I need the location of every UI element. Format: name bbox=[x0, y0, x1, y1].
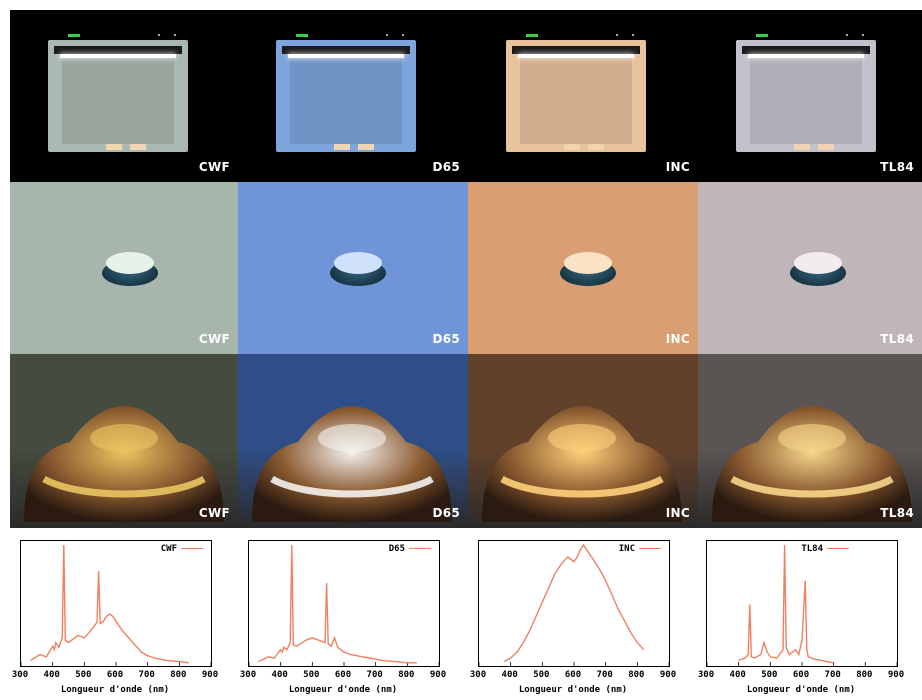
legend-label: D65 bbox=[388, 544, 405, 554]
sample-disc bbox=[560, 248, 616, 288]
illuminant-label: INC bbox=[665, 332, 690, 346]
disc-photo-tl84: TL84 bbox=[698, 182, 922, 354]
spectrum-plot bbox=[479, 543, 669, 666]
illuminant-label: INC bbox=[665, 160, 690, 174]
illuminant-label: TL84 bbox=[880, 160, 914, 174]
x-tick-label: 400 bbox=[43, 670, 60, 680]
illuminant-label: TL84 bbox=[880, 506, 914, 520]
booth-photo-d65: D65 bbox=[238, 10, 468, 182]
illuminant-label: TL84 bbox=[880, 332, 914, 346]
x-tick-label: 800 bbox=[628, 670, 645, 680]
x-tick-label: 600 bbox=[106, 670, 124, 680]
booth-photo-cwf: CWF bbox=[10, 10, 238, 182]
x-tick-label: 700 bbox=[366, 670, 383, 680]
x-axis-label: Longueur d'onde (nm) bbox=[746, 685, 856, 695]
x-axis-label: Longueur d'onde (nm) bbox=[518, 685, 628, 695]
legend-swatch bbox=[639, 548, 661, 549]
legend: D65 bbox=[389, 544, 431, 554]
disc-photo-inc: INC bbox=[468, 182, 698, 354]
spectrum-chart-cwf: CWF bbox=[20, 540, 212, 667]
legend: TL84 bbox=[801, 544, 849, 554]
sample-disc bbox=[102, 248, 158, 288]
x-tick-label: 300 bbox=[11, 670, 29, 680]
x-tick-label: 300 bbox=[239, 670, 257, 680]
spectrum-chart-inc: INC bbox=[478, 540, 670, 667]
x-tick-label: 500 bbox=[533, 670, 550, 680]
legend-label: INC bbox=[618, 544, 635, 554]
x-tick-label: 400 bbox=[501, 670, 518, 680]
x-tick-label: 800 bbox=[856, 670, 873, 680]
legend-label: TL84 bbox=[801, 544, 823, 554]
glossy-car-shape bbox=[482, 406, 682, 522]
x-tick-label: 900 bbox=[659, 670, 677, 680]
spectrum-line bbox=[503, 543, 645, 663]
spectrum-line bbox=[738, 544, 834, 664]
x-tick-label: 300 bbox=[697, 670, 715, 680]
x-tick-label: 900 bbox=[887, 670, 905, 680]
light-booth bbox=[48, 34, 188, 158]
illuminant-label: D65 bbox=[432, 160, 460, 174]
illuminant-label: CWF bbox=[198, 506, 230, 520]
legend-swatch bbox=[409, 548, 431, 549]
x-tick-label: 500 bbox=[761, 670, 778, 680]
legend-swatch bbox=[181, 548, 203, 549]
spectrum-chart-d65: D65 bbox=[248, 540, 440, 667]
legend: INC bbox=[619, 544, 661, 554]
x-tick-label: 900 bbox=[429, 670, 447, 680]
x-tick-label: 700 bbox=[824, 670, 841, 680]
legend-label: CWF bbox=[160, 544, 177, 554]
x-tick-label: 600 bbox=[334, 670, 352, 680]
car-photo-d65: D65 bbox=[238, 354, 468, 528]
spectrum-line bbox=[30, 544, 189, 664]
car-photo-tl84: TL84 bbox=[698, 354, 922, 528]
spectrum-chart-tl84: TL84 bbox=[706, 540, 898, 667]
light-booth bbox=[506, 34, 646, 158]
spectrum-plot bbox=[249, 544, 439, 666]
spectrum-line bbox=[258, 544, 417, 664]
spectrum-plot bbox=[21, 544, 211, 666]
spectrum-plot bbox=[707, 544, 897, 666]
disc-photo-d65: D65 bbox=[238, 182, 468, 354]
x-tick-label: 300 bbox=[469, 670, 487, 680]
illuminant-label: CWF bbox=[198, 160, 230, 174]
x-axis-label: Longueur d'onde (nm) bbox=[60, 685, 170, 695]
x-tick-label: 400 bbox=[271, 670, 288, 680]
light-booth bbox=[276, 34, 416, 158]
legend: CWF bbox=[161, 544, 203, 554]
x-tick-label: 500 bbox=[303, 670, 320, 680]
car-photo-cwf: CWF bbox=[10, 354, 238, 528]
sample-disc bbox=[330, 248, 386, 288]
x-tick-label: 500 bbox=[75, 670, 92, 680]
glossy-car-shape bbox=[712, 406, 912, 522]
car-photo-inc: INC bbox=[468, 354, 698, 528]
legend-swatch bbox=[827, 548, 849, 549]
light-booth bbox=[736, 34, 876, 158]
x-axis-label: Longueur d'onde (nm) bbox=[288, 685, 398, 695]
x-tick-label: 700 bbox=[138, 670, 155, 680]
x-tick-label: 800 bbox=[398, 670, 415, 680]
glossy-car-shape bbox=[24, 406, 224, 522]
booth-photo-tl84: TL84 bbox=[698, 10, 922, 182]
illuminant-label: D65 bbox=[432, 332, 460, 346]
sample-disc bbox=[790, 248, 846, 288]
illuminant-label: CWF bbox=[198, 332, 230, 346]
illuminant-label: INC bbox=[665, 506, 690, 520]
x-tick-label: 800 bbox=[170, 670, 187, 680]
glossy-car-shape bbox=[252, 406, 452, 522]
booth-photo-inc: INC bbox=[468, 10, 698, 182]
x-tick-label: 900 bbox=[201, 670, 219, 680]
x-tick-label: 600 bbox=[564, 670, 582, 680]
illuminant-label: D65 bbox=[432, 506, 460, 520]
x-tick-label: 400 bbox=[729, 670, 746, 680]
x-tick-label: 600 bbox=[792, 670, 810, 680]
disc-photo-cwf: CWF bbox=[10, 182, 238, 354]
x-tick-label: 700 bbox=[596, 670, 613, 680]
